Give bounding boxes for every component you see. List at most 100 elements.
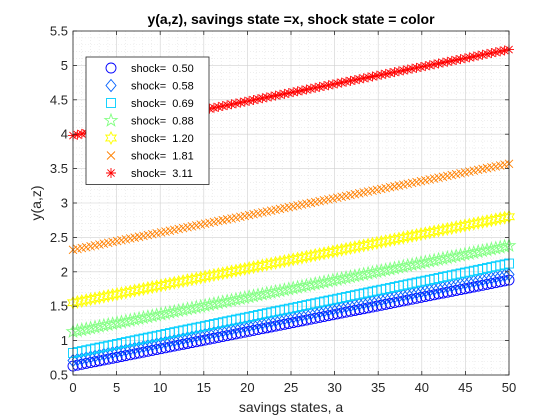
data-point [490,270,502,284]
data-point [212,325,224,339]
legend-marker [103,112,119,127]
data-point [406,286,418,301]
legend-marker [106,151,116,160]
data-point [186,330,198,344]
data-point [450,278,462,292]
data-point [420,61,431,72]
data-point [349,74,360,85]
x-tick-label: 40 [415,380,429,395]
series-2 [68,258,514,358]
y-axis-label: y(a,z) [28,186,44,221]
data-point [485,271,497,285]
tick-layer: 0 5 10 15 20 25 30 35 40 45 50 0.5 1 1.5 2 2.5 3 3.5 4 4.5 5… [50,24,516,396]
data-point [323,80,334,91]
x-tick-label: 25 [284,380,298,395]
data-point [464,52,475,63]
data-point [120,343,132,357]
data-point [437,280,449,295]
data-point [384,291,396,305]
data-point [221,323,233,337]
data-point [107,346,119,360]
legend-entry-label: shock= 0.50 [131,63,194,75]
data-point [266,91,277,102]
x-tick-label: 5 [113,380,120,395]
data-point [292,309,304,323]
y-tick-label: 1.5 [50,299,68,314]
data-point [257,93,268,104]
data-point [265,314,277,329]
x-tick-label: 15 [197,380,211,395]
data-point [111,345,123,359]
y-tick-label: 4 [61,127,68,142]
data-point [173,333,185,347]
data-point [270,90,281,101]
data-point [353,297,365,311]
data-point [336,300,348,315]
data-point [424,60,435,71]
y-tick-label: 2.5 [50,230,68,245]
data-point [468,51,479,62]
data-point [349,298,361,312]
data-point [288,87,299,98]
data-point [204,103,215,114]
data-point [256,316,268,330]
legend-entry-label: shock= 0.88 [131,116,194,128]
data-point [155,336,167,350]
data-point [437,57,448,68]
data-point [363,72,374,83]
data-point [495,46,506,57]
data-point [411,62,422,73]
legend-marker [105,78,117,93]
data-point [358,73,369,84]
chart-title: y(a,z), savings state =x, shock state = … [147,11,435,27]
data-point [301,84,312,95]
data-point [362,295,374,310]
data-point [354,74,365,85]
data-point [451,55,462,66]
data-point [402,64,413,75]
data-point [159,335,172,350]
data-point [261,315,273,330]
data-point [380,68,391,79]
data-point [428,282,440,297]
data-point [318,304,330,318]
data-point [310,82,321,93]
data-point [486,48,497,59]
data-point [133,340,145,355]
data-point [344,299,357,313]
data-point [481,272,493,286]
data-point [419,284,431,298]
legend-entry-label: shock= 0.58 [131,81,194,93]
legend-marker [106,98,116,108]
data-point [459,276,471,290]
data-point [239,319,251,334]
y-tick-label: 1 [61,333,68,348]
data-point [309,306,321,320]
data-point [129,341,141,356]
data-point [429,59,440,70]
data-point [283,311,295,325]
data-point [499,45,510,56]
data-point [225,322,238,336]
data-point [341,76,352,87]
data-point [164,334,176,349]
data-point [389,67,400,78]
data-point [319,81,330,92]
data-point [410,286,423,300]
data-point [217,101,228,112]
data-point [476,273,489,287]
data-point [124,342,136,356]
legend-box [85,56,210,185]
data-point [274,313,286,327]
data-point [446,55,457,66]
data-point [208,326,220,340]
data-point [442,56,453,67]
y-tick-label: 3 [61,196,68,211]
data-point [385,68,396,79]
data-point [230,98,241,109]
data-point [181,331,194,345]
data-point [398,65,409,76]
data-point [358,296,370,310]
